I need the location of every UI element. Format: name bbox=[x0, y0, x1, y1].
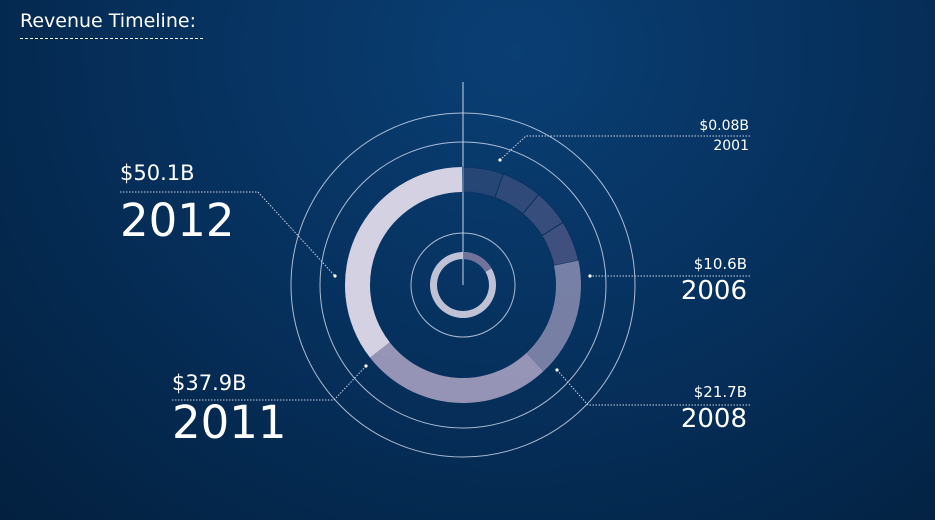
label-amount-2008: $21.7B bbox=[693, 383, 747, 401]
ring-step-0 bbox=[462, 166, 504, 199]
label-year-2011: 2011 bbox=[172, 396, 287, 449]
leader-lines bbox=[120, 135, 750, 406]
leader-dot-2008 bbox=[555, 368, 559, 372]
leader-dot-2011 bbox=[364, 364, 368, 368]
label-amount-2006: $10.6B bbox=[693, 255, 747, 273]
guide-circles bbox=[290, 82, 636, 458]
leader-2012 bbox=[120, 191, 336, 277]
revenue-ring bbox=[345, 166, 581, 404]
ring-step-3 bbox=[541, 221, 580, 267]
label-amount-2011: $37.9B bbox=[172, 371, 247, 395]
ring-segment-2006 bbox=[526, 260, 581, 372]
label-year-2012: 2012 bbox=[120, 194, 235, 247]
label-amount-2001: $0.08B bbox=[699, 118, 749, 134]
chart-title: Revenue Timeline: bbox=[20, 10, 203, 39]
leader-dot-2012 bbox=[333, 274, 337, 278]
label-amount-2012: $50.1B bbox=[120, 161, 195, 185]
leader-2011 bbox=[172, 365, 367, 401]
inner-ring bbox=[429, 252, 496, 318]
label-year-2008: 2008 bbox=[680, 404, 747, 434]
label-year-2006: 2006 bbox=[680, 276, 747, 306]
leader-2008 bbox=[556, 369, 750, 406]
label-year-2001: 2001 bbox=[713, 138, 749, 154]
inner-ring-dark bbox=[463, 252, 492, 272]
leader-dot-2001 bbox=[498, 158, 502, 162]
ring-segment-2008 bbox=[370, 342, 544, 404]
leader-dot-2006 bbox=[588, 274, 592, 278]
ring-segment-2012 bbox=[345, 167, 463, 358]
